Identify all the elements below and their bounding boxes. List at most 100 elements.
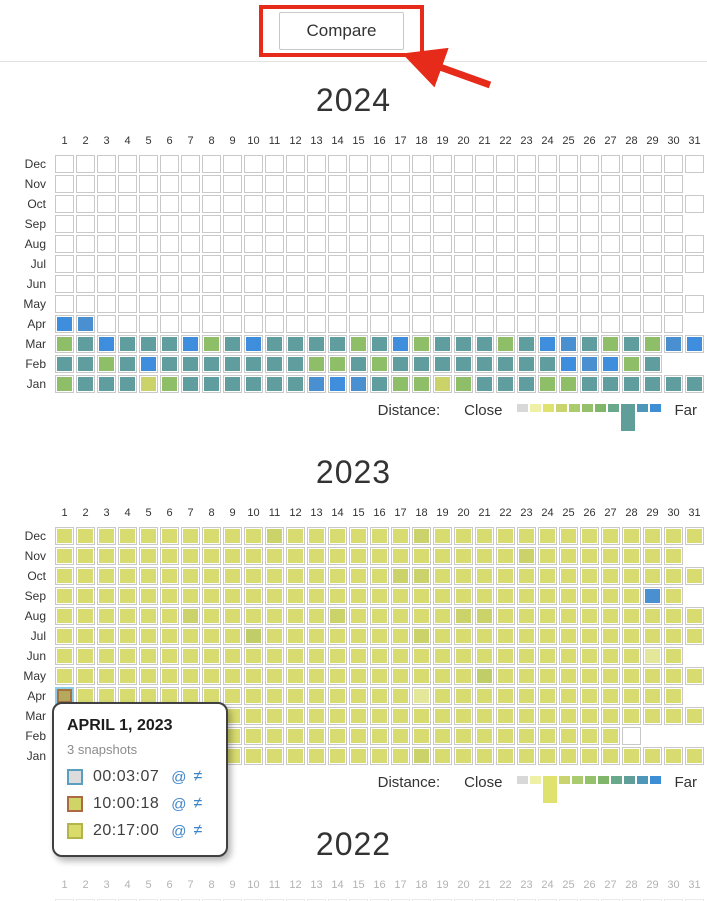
- calendar-day-2024-Apr-15[interactable]: [348, 314, 369, 334]
- calendar-day-2024-May-28[interactable]: [621, 294, 642, 314]
- calendar-day-2023-May-20[interactable]: [453, 666, 474, 686]
- calendar-day-2023-Jan-13[interactable]: [306, 746, 327, 766]
- calendar-day-2023-Sep-2[interactable]: [75, 586, 96, 606]
- calendar-day-2023-Jun-29[interactable]: [642, 646, 663, 666]
- calendar-day-2024-Oct-22[interactable]: [495, 194, 516, 214]
- calendar-day-2024-Apr-27[interactable]: [600, 314, 621, 334]
- calendar-day-2024-Nov-10[interactable]: [243, 174, 264, 194]
- calendar-day-2023-Jan-25[interactable]: [558, 746, 579, 766]
- calendar-day-2023-Dec-10[interactable]: [243, 526, 264, 546]
- calendar-day-2022-Dec-5[interactable]: [138, 898, 159, 901]
- calendar-day-2024-Jan-23[interactable]: [516, 374, 537, 394]
- calendar-day-2023-Sep-11[interactable]: [264, 586, 285, 606]
- calendar-day-2024-Feb-24[interactable]: [537, 354, 558, 374]
- calendar-day-2023-Feb-13[interactable]: [306, 726, 327, 746]
- calendar-day-2024-Dec-13[interactable]: [306, 154, 327, 174]
- calendar-day-2023-Oct-29[interactable]: [642, 566, 663, 586]
- calendar-day-2023-Jan-17[interactable]: [390, 746, 411, 766]
- calendar-day-2023-Apr-15[interactable]: [348, 686, 369, 706]
- calendar-day-2023-Nov-12[interactable]: [285, 546, 306, 566]
- calendar-day-2024-Feb-14[interactable]: [327, 354, 348, 374]
- calendar-day-2024-Mar-18[interactable]: [411, 334, 432, 354]
- calendar-day-2024-Mar-12[interactable]: [285, 334, 306, 354]
- calendar-day-2022-Dec-7[interactable]: [180, 898, 201, 901]
- calendar-day-2024-Jul-16[interactable]: [369, 254, 390, 274]
- calendar-day-2024-Jul-18[interactable]: [411, 254, 432, 274]
- calendar-day-2023-Oct-11[interactable]: [264, 566, 285, 586]
- calendar-day-2024-Jun-9[interactable]: [222, 274, 243, 294]
- calendar-day-2024-Nov-8[interactable]: [201, 174, 222, 194]
- calendar-day-2024-Jun-23[interactable]: [516, 274, 537, 294]
- calendar-day-2024-Jun-21[interactable]: [474, 274, 495, 294]
- calendar-day-2024-Oct-9[interactable]: [222, 194, 243, 214]
- calendar-day-2023-Jan-22[interactable]: [495, 746, 516, 766]
- calendar-day-2024-Jul-10[interactable]: [243, 254, 264, 274]
- calendar-day-2023-Sep-5[interactable]: [138, 586, 159, 606]
- calendar-day-2024-Dec-12[interactable]: [285, 154, 306, 174]
- calendar-day-2023-Jul-8[interactable]: [201, 626, 222, 646]
- calendar-day-2024-Nov-30[interactable]: [663, 174, 684, 194]
- calendar-day-2024-Nov-9[interactable]: [222, 174, 243, 194]
- calendar-day-2024-Jul-19[interactable]: [432, 254, 453, 274]
- calendar-day-2024-Apr-14[interactable]: [327, 314, 348, 334]
- calendar-day-2023-Aug-21[interactable]: [474, 606, 495, 626]
- calendar-day-2022-Dec-10[interactable]: [243, 898, 264, 901]
- calendar-day-2023-Jan-24[interactable]: [537, 746, 558, 766]
- calendar-day-2024-Nov-16[interactable]: [369, 174, 390, 194]
- calendar-day-2023-Apr-18[interactable]: [411, 686, 432, 706]
- calendar-day-2024-Jul-11[interactable]: [264, 254, 285, 274]
- calendar-day-2023-Jul-1[interactable]: [54, 626, 75, 646]
- calendar-day-2023-May-31[interactable]: [684, 666, 705, 686]
- calendar-day-2023-Apr-6[interactable]: [159, 686, 180, 706]
- calendar-day-2024-Dec-29[interactable]: [642, 154, 663, 174]
- calendar-day-2024-Mar-29[interactable]: [642, 334, 663, 354]
- calendar-day-2022-Dec-29[interactable]: [642, 898, 663, 901]
- calendar-day-2024-Apr-6[interactable]: [159, 314, 180, 334]
- calendar-day-2023-Aug-25[interactable]: [558, 606, 579, 626]
- calendar-day-2024-Sep-24[interactable]: [537, 214, 558, 234]
- calendar-day-2023-Mar-21[interactable]: [474, 706, 495, 726]
- calendar-day-2024-Jun-10[interactable]: [243, 274, 264, 294]
- calendar-day-2024-Nov-20[interactable]: [453, 174, 474, 194]
- calendar-day-2023-Jul-4[interactable]: [117, 626, 138, 646]
- calendar-day-2023-Sep-29[interactable]: [642, 586, 663, 606]
- calendar-day-2023-Jan-15[interactable]: [348, 746, 369, 766]
- calendar-day-2024-Oct-13[interactable]: [306, 194, 327, 214]
- calendar-day-2023-Jun-6[interactable]: [159, 646, 180, 666]
- calendar-day-2024-Sep-10[interactable]: [243, 214, 264, 234]
- calendar-day-2023-Jan-10[interactable]: [243, 746, 264, 766]
- calendar-day-2023-Oct-10[interactable]: [243, 566, 264, 586]
- calendar-day-2023-Nov-2[interactable]: [75, 546, 96, 566]
- calendar-day-2022-Dec-21[interactable]: [474, 898, 495, 901]
- calendar-day-2023-Apr-27[interactable]: [600, 686, 621, 706]
- calendar-day-2023-Jul-16[interactable]: [369, 626, 390, 646]
- calendar-day-2022-Dec-18[interactable]: [411, 898, 432, 901]
- calendar-day-2023-Apr-12[interactable]: [285, 686, 306, 706]
- calendar-day-2024-Feb-17[interactable]: [390, 354, 411, 374]
- calendar-day-2022-Dec-22[interactable]: [495, 898, 516, 901]
- calendar-day-2023-Dec-28[interactable]: [621, 526, 642, 546]
- calendar-day-2024-Jul-31[interactable]: [684, 254, 705, 274]
- calendar-day-2024-Aug-26[interactable]: [579, 234, 600, 254]
- calendar-day-2023-Mar-30[interactable]: [663, 706, 684, 726]
- calendar-day-2024-Oct-7[interactable]: [180, 194, 201, 214]
- calendar-day-2023-Dec-19[interactable]: [432, 526, 453, 546]
- calendar-day-2024-Sep-16[interactable]: [369, 214, 390, 234]
- calendar-day-2023-Apr-9[interactable]: [222, 686, 243, 706]
- calendar-day-2023-Apr-30[interactable]: [663, 686, 684, 706]
- calendar-day-2024-Apr-21[interactable]: [474, 314, 495, 334]
- calendar-day-2024-Oct-17[interactable]: [390, 194, 411, 214]
- calendar-day-2023-Sep-15[interactable]: [348, 586, 369, 606]
- not-equal-icon[interactable]: ≠: [193, 795, 203, 812]
- at-sign-icon[interactable]: @: [171, 822, 187, 840]
- calendar-day-2024-Jun-16[interactable]: [369, 274, 390, 294]
- calendar-day-2023-Dec-25[interactable]: [558, 526, 579, 546]
- calendar-day-2023-Aug-19[interactable]: [432, 606, 453, 626]
- calendar-day-2023-Aug-1[interactable]: [54, 606, 75, 626]
- calendar-day-2023-Jan-27[interactable]: [600, 746, 621, 766]
- calendar-day-2024-Dec-18[interactable]: [411, 154, 432, 174]
- calendar-day-2023-Oct-30[interactable]: [663, 566, 684, 586]
- calendar-day-2024-Jan-9[interactable]: [222, 374, 243, 394]
- calendar-day-2023-May-10[interactable]: [243, 666, 264, 686]
- calendar-day-2023-Apr-26[interactable]: [579, 686, 600, 706]
